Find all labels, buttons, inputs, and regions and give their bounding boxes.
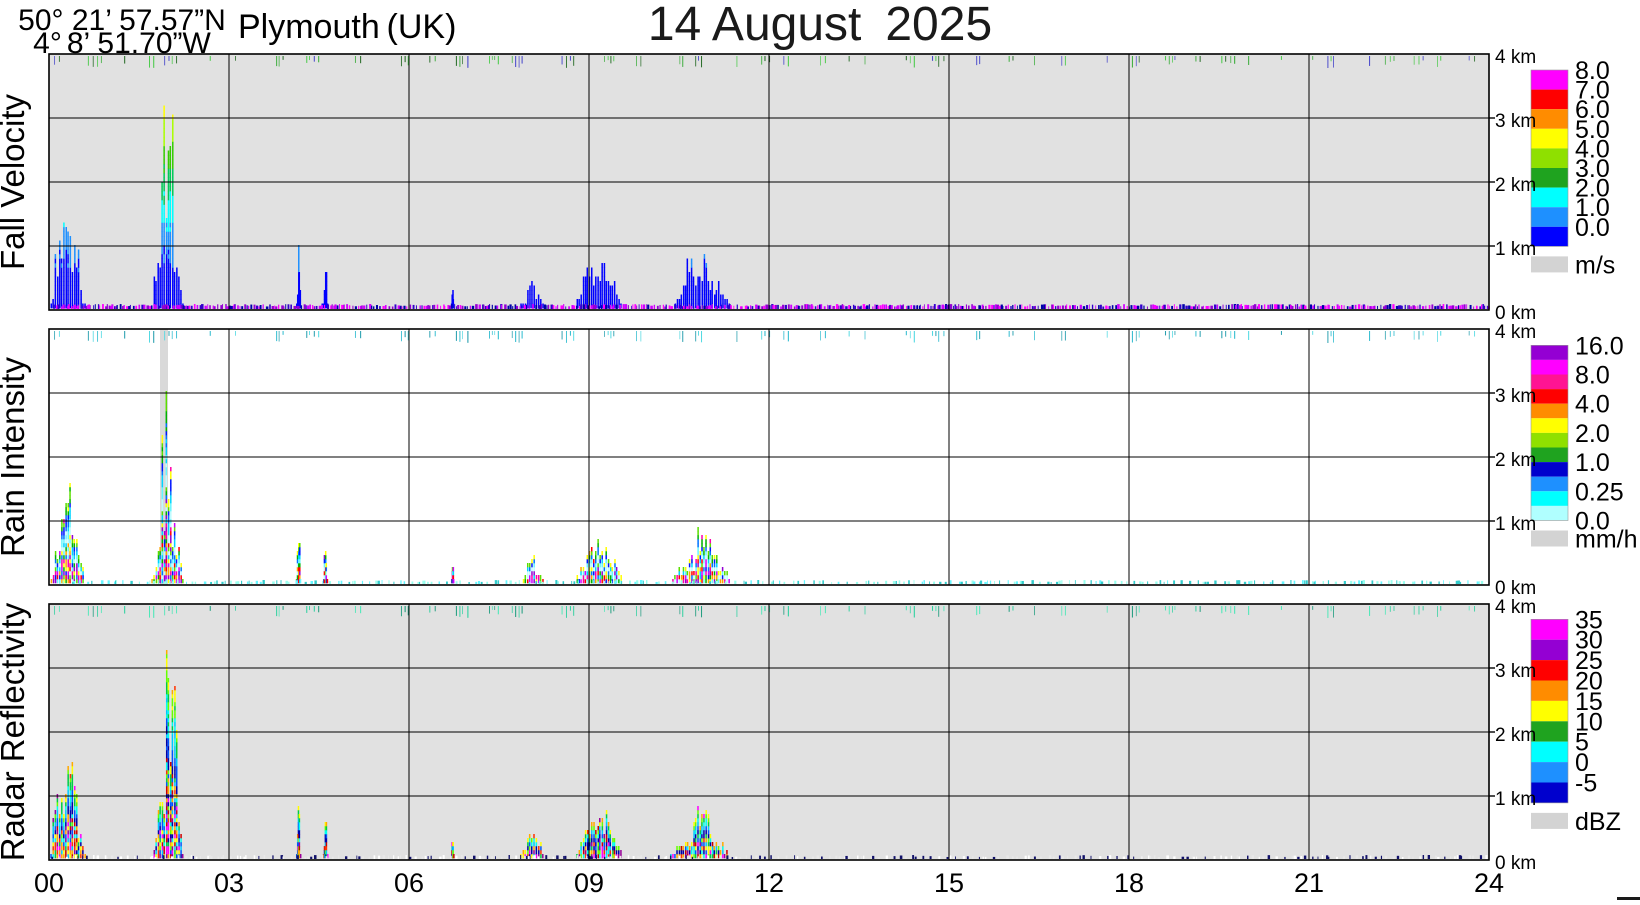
svg-text:03: 03 bbox=[214, 868, 244, 898]
svg-text:0 km: 0 km bbox=[1495, 578, 1536, 599]
svg-text:4 km: 4 km bbox=[1495, 47, 1536, 68]
svg-text:21: 21 bbox=[1294, 868, 1324, 898]
svg-text:m/s: m/s bbox=[1575, 251, 1615, 279]
svg-text:3 km: 3 km bbox=[1495, 111, 1536, 132]
svg-text:3 km: 3 km bbox=[1495, 661, 1536, 682]
svg-text:2 km: 2 km bbox=[1495, 725, 1536, 746]
svg-text:-5: -5 bbox=[1575, 770, 1597, 798]
svg-text:4 km: 4 km bbox=[1495, 597, 1536, 618]
svg-text:4.0: 4.0 bbox=[1575, 391, 1610, 419]
svg-text:1 km: 1 km bbox=[1495, 789, 1536, 810]
svg-text:0.25: 0.25 bbox=[1575, 478, 1624, 506]
svg-text:0.0: 0.0 bbox=[1575, 214, 1610, 242]
svg-text:3 km: 3 km bbox=[1495, 386, 1536, 407]
svg-text:Fall Velocity: Fall Velocity bbox=[0, 93, 31, 270]
svg-text:8.0: 8.0 bbox=[1575, 362, 1610, 390]
svg-text:00: 00 bbox=[34, 868, 64, 898]
svg-text:09: 09 bbox=[574, 868, 604, 898]
svg-text:24: 24 bbox=[1474, 868, 1504, 898]
svg-text:2 km: 2 km bbox=[1495, 175, 1536, 196]
svg-text:Plymouth (UK): Plymouth (UK) bbox=[238, 8, 456, 46]
svg-text:1.0: 1.0 bbox=[1575, 449, 1610, 477]
svg-text:2 km: 2 km bbox=[1495, 450, 1536, 471]
svg-text:18: 18 bbox=[1114, 868, 1144, 898]
svg-text:1 km: 1 km bbox=[1495, 514, 1536, 535]
svg-text:4 km: 4 km bbox=[1495, 322, 1536, 343]
svg-text:Radar Reflectivity: Radar Reflectivity bbox=[0, 602, 31, 861]
svg-text:06: 06 bbox=[394, 868, 424, 898]
svg-text:12: 12 bbox=[754, 868, 784, 898]
svg-text:1 km: 1 km bbox=[1495, 239, 1536, 260]
svg-text:14 August 2025: 14 August 2025 bbox=[648, 0, 992, 51]
svg-text:dBZ: dBZ bbox=[1575, 808, 1621, 836]
svg-text:Rain Intensity: Rain Intensity bbox=[0, 357, 31, 557]
svg-text:16.0: 16.0 bbox=[1575, 332, 1624, 360]
svg-text:mm/h: mm/h bbox=[1575, 526, 1638, 554]
svg-text:15: 15 bbox=[934, 868, 964, 898]
svg-text:2.0: 2.0 bbox=[1575, 420, 1610, 448]
svg-text:0 km: 0 km bbox=[1495, 303, 1536, 324]
